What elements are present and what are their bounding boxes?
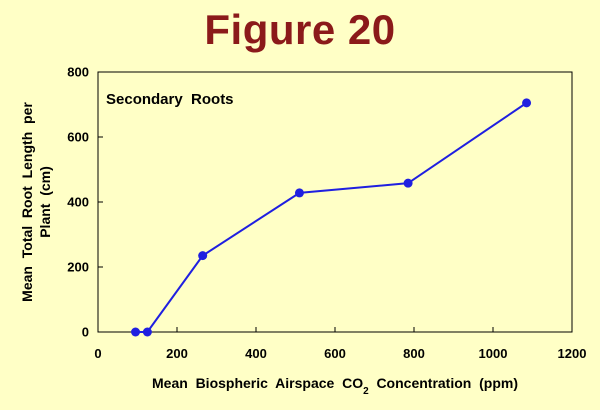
- x-tick-label: 200: [166, 346, 188, 361]
- x-axis-ticks: 0 200 400 600 800 1000 1200: [94, 327, 586, 361]
- x-axis-title: Mean Biospheric Airspace CO2 Concentrati…: [152, 375, 518, 397]
- y-tick-label: 600: [67, 130, 89, 145]
- y-axis-title-line2: Plant (cm): [37, 166, 53, 238]
- x-tick-label: 0: [94, 346, 101, 361]
- series-line: [135, 102, 528, 333]
- y-tick-label: 400: [67, 195, 89, 210]
- series-layer: [131, 98, 532, 337]
- x-tick-label: 400: [245, 346, 267, 361]
- data-point: [142, 327, 152, 337]
- data-point: [522, 98, 532, 108]
- data-point: [294, 188, 304, 198]
- inset-label: Secondary Roots: [106, 91, 234, 108]
- x-axis-title-subscript: 2: [363, 386, 369, 397]
- x-axis-title-suffix: Concentration (ppm): [369, 375, 518, 391]
- y-tick-label: 800: [67, 65, 89, 80]
- y-tick-label: 0: [82, 325, 89, 340]
- data-point: [198, 251, 208, 261]
- x-tick-label: 1000: [479, 346, 508, 361]
- x-axis-title-main: Mean Biospheric Airspace CO: [152, 375, 363, 391]
- x-tick-label: 800: [403, 346, 425, 361]
- x-tick-label: 600: [324, 346, 346, 361]
- slide-title: Figure 20: [204, 6, 396, 53]
- y-axis-ticks: 0 200 400 600 800: [67, 65, 103, 340]
- y-axis-title-line1: Mean Total Root Length per: [19, 102, 35, 302]
- data-point: [403, 178, 413, 188]
- y-tick-label: 200: [67, 260, 89, 275]
- plot-area: [97, 71, 573, 333]
- data-point: [131, 327, 141, 337]
- x-tick-label: 1200: [558, 346, 587, 361]
